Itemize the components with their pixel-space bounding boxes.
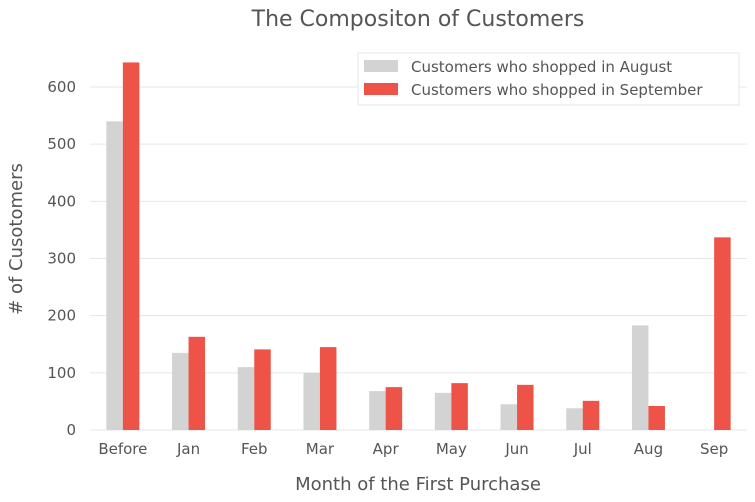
bar-jun-september — [517, 384, 534, 430]
bar-sep-september — [714, 237, 731, 430]
legend-box — [357, 52, 740, 106]
bar-apr-september — [385, 387, 403, 430]
bar-mar-september — [319, 347, 337, 430]
y-tick-500: 500 — [47, 135, 76, 153]
legend-swatch-august — [364, 60, 398, 72]
x-axis-label: Month of the First Purchase — [295, 474, 541, 495]
bar-jul-august — [566, 408, 583, 430]
bar-aug-august — [631, 325, 649, 430]
bar-jan-august — [172, 352, 189, 430]
bars — [106, 62, 731, 431]
bar-feb-august — [237, 367, 255, 430]
x-tick-jul: Jul — [573, 440, 592, 458]
legend-swatch-september — [364, 83, 398, 95]
bar-aug-september — [648, 405, 665, 430]
y-tick-600: 600 — [47, 78, 76, 96]
bar-jan-september — [188, 336, 206, 430]
y-tick-300: 300 — [47, 250, 76, 268]
x-tick-mar: Mar — [306, 440, 335, 458]
bar-before-september — [122, 62, 140, 430]
x-tick-sep: Sep — [700, 440, 728, 458]
bar-jun-august — [500, 404, 518, 430]
x-tick-before: Before — [98, 440, 147, 458]
y-tick-200: 200 — [47, 307, 76, 325]
bar-feb-september — [254, 349, 271, 430]
x-tick-aug: Aug — [634, 440, 663, 458]
x-tick-may: May — [436, 440, 467, 458]
y-tick-400: 400 — [47, 192, 76, 210]
y-tick-labels: 0 100 200 300 400 500 600 — [47, 78, 76, 439]
y-tick-0: 0 — [66, 421, 76, 439]
bar-before-august — [106, 121, 123, 431]
x-tick-labels: Before Jan Feb Mar Apr May Jun Jul Aug Sep — [98, 440, 728, 458]
legend-label-september: Customers who shopped in September — [411, 81, 703, 99]
bar-may-september — [451, 383, 468, 430]
bar-may-august — [434, 392, 452, 430]
legend: Customers who shopped in August Customer… — [357, 52, 740, 106]
x-tick-feb: Feb — [241, 440, 268, 458]
y-axis-label: # of Cusotomers — [6, 163, 27, 315]
bar-mar-august — [303, 372, 320, 430]
y-tick-100: 100 — [47, 364, 76, 382]
legend-label-august: Customers who shopped in August — [411, 58, 672, 76]
bar-apr-august — [369, 391, 386, 430]
x-tick-apr: Apr — [373, 440, 400, 458]
bar-jul-september — [582, 400, 600, 430]
chart-title: The Compositon of Customers — [251, 7, 585, 32]
x-tick-jun: Jun — [504, 440, 528, 458]
x-tick-jan: Jan — [176, 440, 200, 458]
